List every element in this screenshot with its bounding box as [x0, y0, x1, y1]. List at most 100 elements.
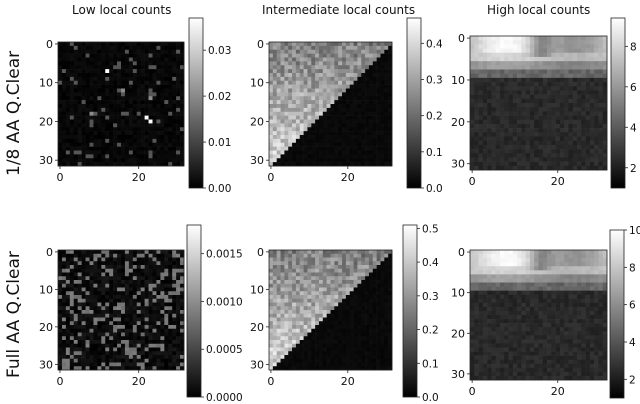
heatmap-cell [521, 40, 526, 45]
heatmap-cell [85, 250, 90, 255]
heatmap-cell [338, 313, 343, 318]
heatmap-cell [482, 94, 488, 100]
heatmap-cell [547, 119, 552, 125]
heatmap-cell [361, 49, 366, 54]
heatmap-cell [58, 298, 63, 303]
heatmap-cell [152, 298, 157, 303]
heatmap-cell [303, 250, 308, 255]
heatmap-cell [156, 131, 161, 136]
heatmap-cell [81, 100, 86, 105]
heatmap-cell [525, 161, 531, 167]
heatmap-cell [180, 119, 185, 124]
heatmap-cell [180, 45, 185, 51]
heatmap-cell [299, 276, 304, 281]
heatmap-cell [81, 111, 86, 116]
heatmap-cell [295, 250, 301, 255]
heatmap-cell [93, 88, 98, 93]
heatmap-cell [113, 332, 118, 337]
heatmap-cell [180, 302, 185, 307]
heatmap-cell [555, 157, 561, 162]
heatmap-cell [349, 313, 354, 318]
heatmap-cell [542, 128, 548, 133]
heatmap-cell [345, 135, 351, 140]
heatmap-cell [136, 119, 141, 124]
heatmap-cell [109, 272, 114, 277]
heatmap-cell [318, 150, 324, 155]
heatmap-cell [124, 310, 130, 315]
heatmap-cell [97, 115, 102, 120]
heatmap-cell [152, 57, 157, 62]
heatmap-cell [384, 321, 389, 326]
heatmap-cell [69, 340, 75, 345]
heatmap-cell [330, 45, 335, 51]
heatmap-cell [128, 310, 134, 315]
heatmap-cell [342, 146, 347, 151]
heatmap-cell [538, 90, 544, 95]
heatmap-cell [330, 42, 335, 47]
heatmap-cell [307, 146, 312, 151]
heatmap-cell [113, 135, 118, 140]
heatmap-cell [128, 317, 134, 322]
heatmap-cell [81, 115, 86, 120]
heatmap-cell [376, 111, 381, 116]
heatmap-cell [156, 138, 161, 144]
heatmap-cell [384, 131, 389, 136]
heatmap-cell [487, 157, 492, 162]
heatmap-cell [315, 73, 320, 78]
heatmap-cell [128, 276, 134, 281]
heatmap-cell [525, 73, 531, 79]
heatmap-cell [589, 132, 595, 137]
heatmap-cell [121, 131, 126, 136]
heatmap-cell [77, 80, 82, 85]
heatmap-cell [322, 313, 327, 318]
heatmap-cell [299, 104, 304, 109]
heatmap-cell [311, 250, 316, 255]
heatmap-cell [307, 111, 312, 116]
heatmap-cell [77, 306, 82, 311]
heatmap-cell [334, 280, 339, 285]
heatmap-cell [292, 306, 297, 311]
heatmap-cell [357, 150, 362, 155]
heatmap-cell [109, 61, 114, 66]
heatmap-cell [342, 100, 347, 105]
heatmap-cell [85, 280, 90, 285]
heatmap-cell [353, 100, 358, 105]
heatmap-cell [299, 142, 304, 147]
heatmap-cell [538, 40, 544, 45]
heatmap-cell [345, 69, 351, 74]
heatmap-cell [538, 52, 544, 58]
heatmap-cell [368, 111, 374, 116]
heatmap-cell [152, 119, 157, 124]
heatmap-cell [269, 306, 274, 311]
heatmap-cell [58, 250, 63, 255]
heatmap-cell [581, 123, 586, 129]
heatmap-cell [73, 92, 78, 97]
heatmap-cell [334, 123, 339, 128]
heatmap-cell [284, 291, 289, 296]
heatmap-cell [542, 69, 548, 74]
heatmap-cell [152, 355, 157, 360]
heatmap-cell [109, 280, 114, 285]
heatmap-cell [349, 127, 354, 132]
heatmap-cell [499, 153, 505, 158]
heatmap-cell [474, 107, 479, 112]
heatmap-cell [284, 80, 289, 85]
heatmap-cell [585, 161, 591, 167]
heatmap-cell [180, 250, 185, 255]
heatmap-cell [491, 52, 496, 58]
heatmap-cell [303, 127, 308, 132]
heatmap-cell [572, 144, 578, 150]
heatmap-cell [585, 165, 591, 171]
heatmap-cell [288, 142, 293, 147]
heatmap-cell [326, 88, 331, 93]
heatmap-cell [357, 306, 362, 311]
heatmap-cell [124, 272, 130, 277]
heatmap-cell [551, 144, 556, 150]
heatmap-cell [338, 287, 343, 292]
heatmap-cell [77, 69, 82, 74]
heatmap-cell [555, 36, 561, 41]
heatmap-cell [109, 138, 114, 144]
heatmap-cell [85, 268, 90, 273]
heatmap-cell [93, 49, 98, 54]
heatmap-cell [602, 157, 608, 162]
